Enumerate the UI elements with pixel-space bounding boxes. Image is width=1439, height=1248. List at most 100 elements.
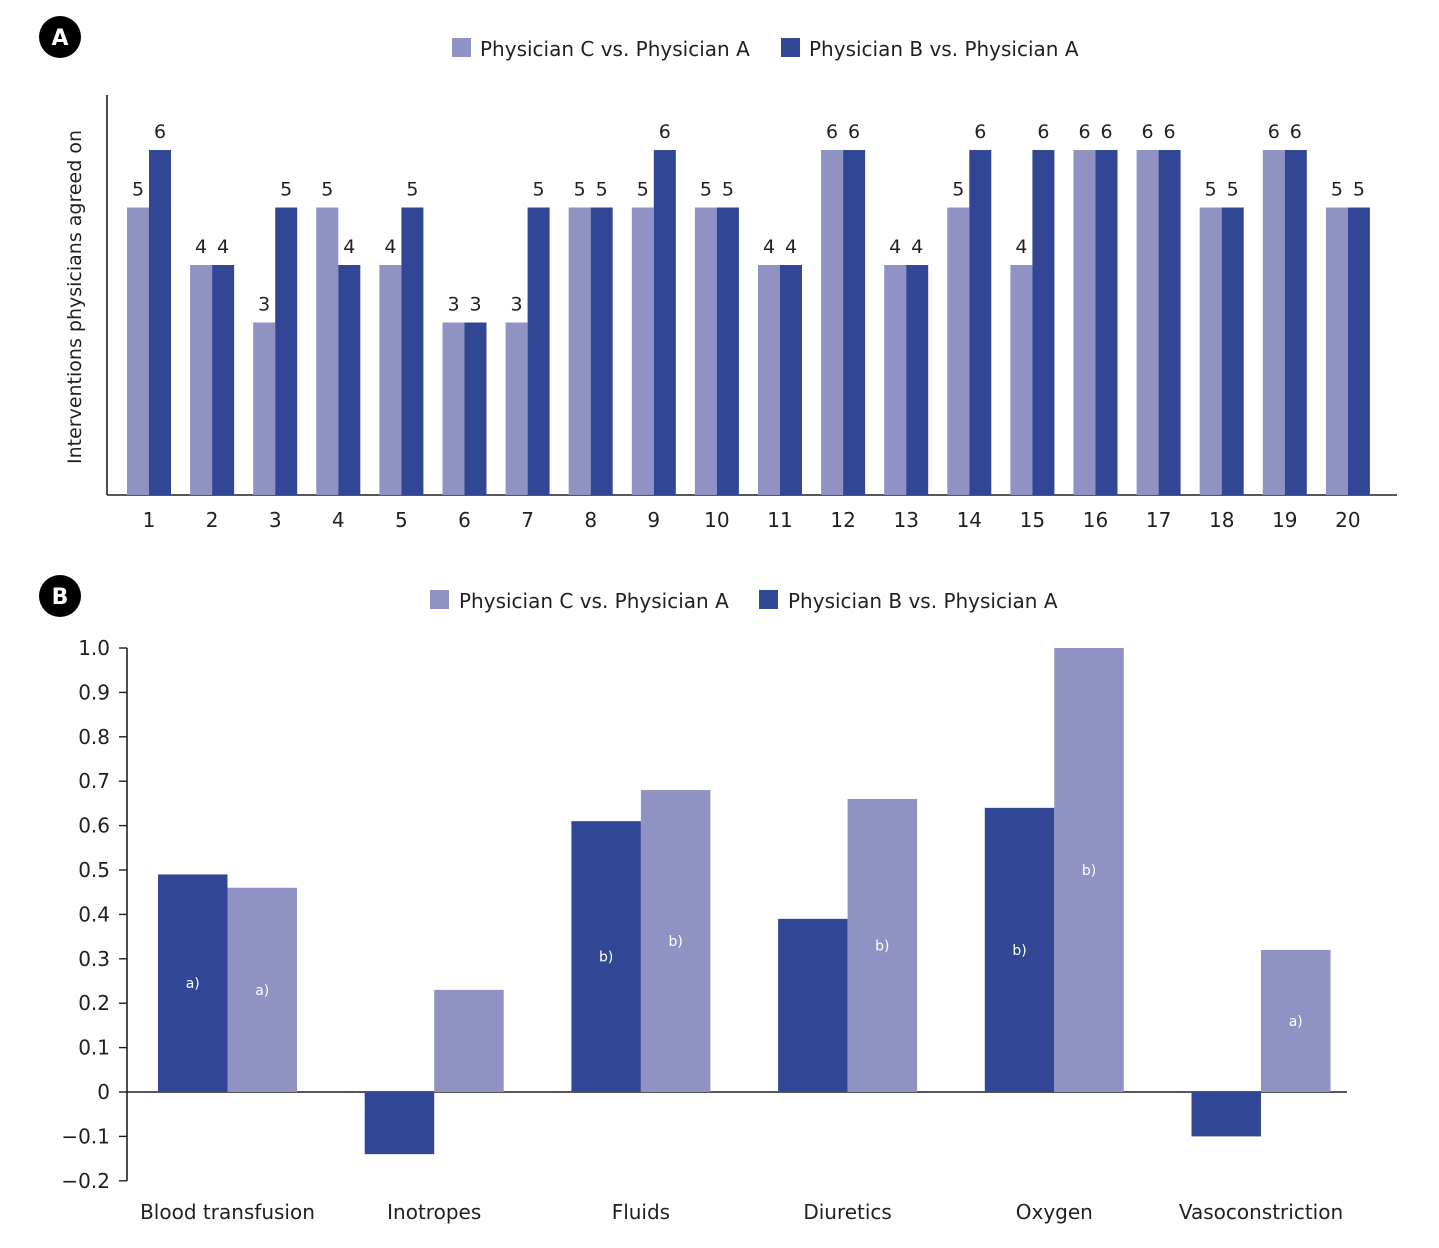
value-label-a-b-19: 6	[1290, 121, 1302, 143]
value-label-a-b-3: 5	[280, 179, 292, 201]
value-label-a-b-12: 6	[848, 121, 860, 143]
value-label-a-c-16: 6	[1078, 121, 1090, 143]
x-category-b-1: Inotropes	[387, 1200, 481, 1224]
annotation-b-b-2: b)	[599, 950, 613, 966]
bar-a-c-3	[253, 322, 276, 495]
bar-a-c-7	[505, 322, 528, 495]
value-label-a-b-14: 6	[974, 121, 986, 143]
bar-a-b-7	[527, 207, 550, 495]
bar-a-c-17	[1136, 150, 1159, 495]
value-label-a-c-9: 5	[637, 179, 649, 201]
annotation-b-c-0: a)	[255, 983, 269, 999]
x-tick-a-20: 20	[1335, 508, 1360, 532]
bar-a-c-14	[947, 207, 970, 495]
y-tick-b-6: 0.4	[78, 902, 110, 926]
value-label-a-c-4: 5	[321, 179, 333, 201]
panel-a-ylabel: Interventions physicians agreed on	[64, 130, 86, 464]
bar-a-c-16	[1073, 150, 1096, 495]
y-tick-b-9: 0.1	[78, 1036, 110, 1060]
bar-b-c-3	[847, 798, 918, 1092]
bar-a-c-11	[758, 265, 780, 495]
value-label-a-c-20: 5	[1331, 179, 1343, 201]
legend-a-label-b: Physician B vs. Physician A	[809, 37, 1079, 61]
y-tick-b-7: 0.3	[78, 947, 110, 971]
legend-a-swatch-b	[781, 38, 800, 57]
value-label-a-b-13: 4	[911, 236, 923, 258]
value-label-a-b-17: 6	[1164, 121, 1176, 143]
bar-a-b-13	[906, 265, 929, 495]
bar-a-c-19	[1262, 150, 1285, 495]
x-tick-a-10: 10	[704, 508, 729, 532]
annotation-b-c-2: b)	[668, 934, 682, 950]
value-label-a-b-20: 5	[1353, 179, 1365, 201]
x-category-b-3: Diuretics	[803, 1200, 892, 1224]
value-label-a-c-8: 5	[574, 179, 586, 201]
value-label-a-c-1: 5	[132, 179, 144, 201]
bar-a-c-20	[1325, 207, 1348, 495]
annotation-b-c-3: b)	[875, 938, 889, 954]
value-label-a-c-19: 6	[1268, 121, 1280, 143]
panel-a-badge: A	[39, 16, 81, 58]
bar-a-b-5	[401, 207, 424, 495]
bar-a-c-12	[821, 150, 844, 495]
panel-a-letter: A	[51, 26, 68, 51]
bar-a-b-1	[149, 150, 171, 495]
bar-b-c-2	[640, 790, 711, 1092]
value-label-a-c-11: 4	[763, 236, 775, 258]
x-tick-a-5: 5	[395, 508, 408, 532]
x-tick-a-18: 18	[1209, 508, 1234, 532]
y-tick-b-8: 0.2	[78, 991, 110, 1015]
panel-a-circle	[39, 16, 81, 58]
x-tick-a-6: 6	[458, 508, 471, 532]
annotation-b-b-0: a)	[186, 976, 200, 992]
bar-b-b-4	[984, 807, 1055, 1092]
x-tick-a-19: 19	[1272, 508, 1297, 532]
annotation-b-b-4: b)	[1012, 943, 1026, 959]
bar-b-c-1	[434, 989, 504, 1092]
value-label-a-b-11: 4	[785, 236, 797, 258]
legend-b-swatch-b	[759, 590, 778, 609]
bar-a-b-20	[1347, 207, 1370, 495]
x-tick-a-12: 12	[830, 508, 855, 532]
x-tick-a-14: 14	[957, 508, 982, 532]
legend-a-swatch-c	[452, 38, 471, 57]
value-label-a-b-5: 5	[406, 179, 418, 201]
y-tick-b-3: 0.7	[78, 769, 110, 793]
bar-a-b-19	[1284, 150, 1307, 495]
value-label-a-c-14: 5	[952, 179, 964, 201]
y-tick-b-1: 0.9	[78, 680, 110, 704]
bar-a-c-5	[379, 265, 402, 495]
value-label-a-b-2: 4	[217, 236, 229, 258]
legend-a-label-c: Physician C vs. Physician A	[480, 37, 750, 61]
value-label-a-c-6: 3	[447, 294, 459, 316]
value-label-a-b-16: 6	[1100, 121, 1112, 143]
value-label-a-c-12: 6	[826, 121, 838, 143]
y-tick-b-2: 0.8	[78, 725, 110, 749]
bar-b-b-3	[778, 918, 848, 1092]
x-tick-a-13: 13	[893, 508, 918, 532]
value-label-a-b-4: 4	[343, 236, 355, 258]
value-label-a-b-10: 5	[722, 179, 734, 201]
x-tick-a-16: 16	[1083, 508, 1108, 532]
x-tick-a-7: 7	[521, 508, 534, 532]
x-category-b-0: Blood transfusion	[140, 1200, 315, 1224]
bar-a-c-4	[316, 207, 339, 495]
value-label-a-c-7: 3	[511, 294, 523, 316]
x-category-b-5: Vasoconstriction	[1179, 1200, 1343, 1224]
x-tick-a-17: 17	[1146, 508, 1171, 532]
value-label-a-c-17: 6	[1142, 121, 1154, 143]
value-label-a-c-2: 4	[195, 236, 207, 258]
x-tick-a-11: 11	[767, 508, 792, 532]
legend-b: Physician C vs. Physician A Physician B …	[430, 589, 1058, 613]
panel-b-plot: 1.0 0.9 0.8 0.7 0.6 0.5 0.4 0.3 0.2 0.1 0 −0.1 −0.2 a…	[61, 636, 1343, 1224]
bar-a-c-9	[631, 207, 654, 495]
value-label-a-c-10: 5	[700, 179, 712, 201]
x-tick-a-9: 9	[647, 508, 660, 532]
panel-b-letter: B	[52, 585, 69, 610]
y-tick-b-11: −0.1	[61, 1124, 110, 1148]
x-tick-a-1: 1	[143, 508, 156, 532]
value-label-a-b-8: 5	[596, 179, 608, 201]
value-label-a-b-18: 5	[1227, 179, 1239, 201]
legend-b-label-c: Physician C vs. Physician A	[459, 589, 729, 613]
